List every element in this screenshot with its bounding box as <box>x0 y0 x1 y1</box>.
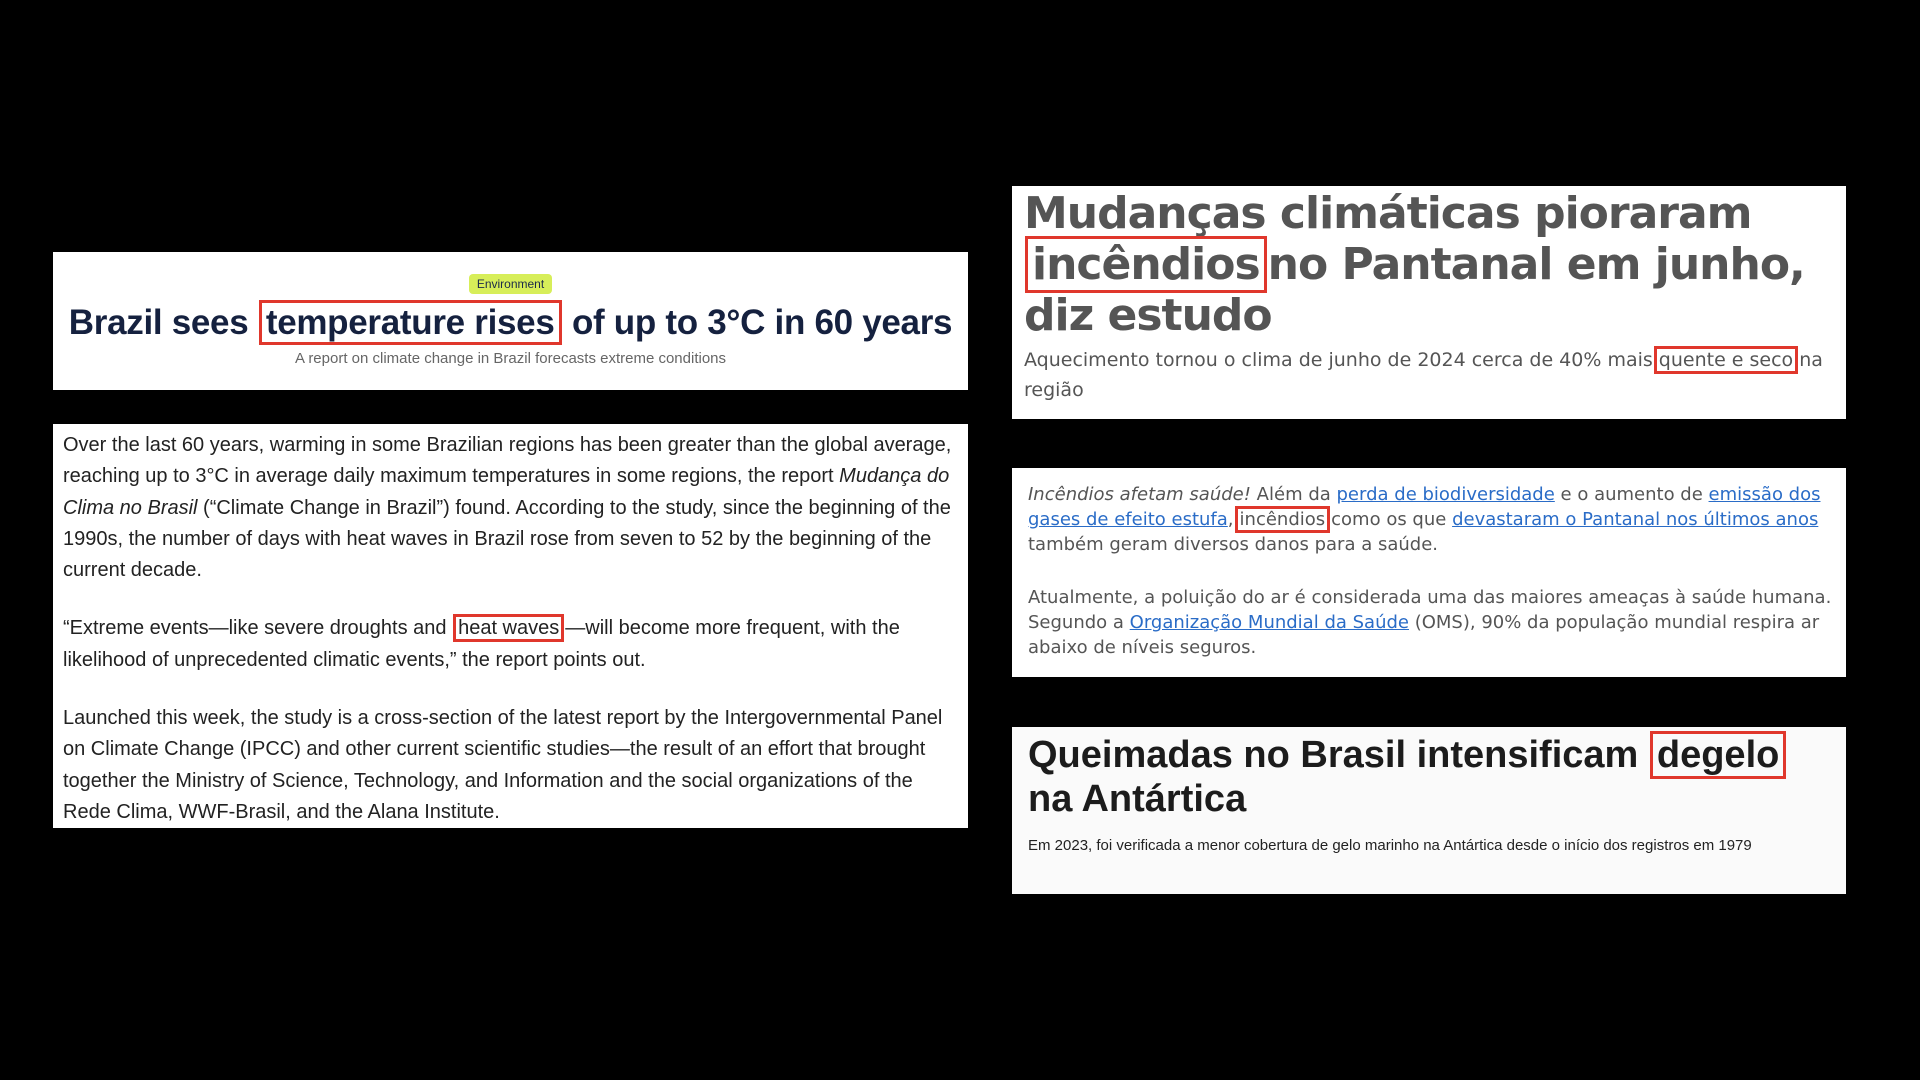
en-article-panel: Over the last 60 years, warming in some … <box>53 424 968 828</box>
paragraph-text: Over the last 60 years, warming in some … <box>63 434 952 488</box>
highlight-heat-waves: heat waves <box>453 614 565 643</box>
paragraph-text: (“Climate Change in Brazil”) found. Acco… <box>63 496 951 582</box>
title-text: Queimadas no Brasil intensificam <box>1028 734 1639 776</box>
subtitle-text: Aquecimento tornou o clima de junho de 2… <box>1024 349 1653 371</box>
en-headline-panel: Environment Brazil sees temperature rise… <box>53 252 968 390</box>
highlight-temperature-rises: temperature rises <box>258 300 562 345</box>
en-headline-subtitle: A report on climate change in Brazil for… <box>294 350 727 367</box>
pt-paragraph-2: Atualmente, a poluição do ar é considera… <box>1028 585 1832 660</box>
en-paragraph-3: Launched this week, the study is a cross… <box>63 707 943 823</box>
paragraph-text: e o aumento de <box>1554 484 1709 505</box>
paragraph-text: como os que <box>1331 509 1453 530</box>
en-paragraph-1: Over the last 60 years, warming in some … <box>63 430 960 586</box>
paragraph-text: Atualmente, a poluição do ar é considera… <box>1028 587 1832 633</box>
link-emissao-gases[interactable]: emissão dos gases de efeito estufa <box>1028 484 1821 530</box>
highlight-incendios: incêndios <box>1025 236 1267 293</box>
title-text: of up to 3°C in 60 years <box>571 303 953 342</box>
pt-antartica-subtitle: Em 2023, foi verificada a menor cobertur… <box>1028 837 1752 854</box>
link-oms[interactable]: Organização Mundial da Saúde <box>1129 612 1409 633</box>
paragraph-text: também geram diversos danos para a saúde… <box>1028 534 1438 555</box>
highlight-degelo: degelo <box>1649 731 1787 779</box>
link-perda-de-biodiversidade[interactable]: perda de biodiversidade <box>1336 484 1555 505</box>
pt-pantanal-panel: Mudanças climáticas pioraram incêndios no … <box>1012 186 1846 419</box>
highlight-incendios-body: incêndios <box>1234 506 1331 533</box>
pt-body-panel: Incêndios afetam saúde! Além da perda de… <box>1012 468 1846 677</box>
report-title-italic: Mudança do Clima no Brasil <box>63 465 950 519</box>
paragraph-text: Além da <box>1250 484 1337 505</box>
paragraph-text: (OMS), 90% da população mundial respira … <box>1028 612 1820 658</box>
paragraph-text: “Extreme events—like severe droughts and <box>63 617 447 640</box>
pt-pantanal-title: Mudanças climáticas pioraram incêndios no … <box>1024 188 1836 341</box>
paragraph-text: —will become more frequent, with the lik… <box>63 617 900 671</box>
title-text: no Pantanal em junho, diz estudo <box>1024 239 1806 341</box>
pt-antartica-title: Queimadas no Brasil intensificam degelo … <box>1028 731 1832 821</box>
lead-italic: Incêndios afetam saúde! <box>1028 484 1251 505</box>
pt-antartica-panel: Queimadas no Brasil intensificam degelo … <box>1012 727 1846 894</box>
subtitle-text: na região <box>1024 349 1823 401</box>
pt-pantanal-subtitle: Aquecimento tornou o clima de junho de 2… <box>1024 345 1836 405</box>
pt-paragraph-1: Incêndios afetam saúde! Além da perda de… <box>1028 482 1832 557</box>
en-paragraph-2: “Extreme events—like severe droughts and… <box>63 613 960 676</box>
title-text: Brazil sees <box>68 303 249 342</box>
title-text: Mudanças climáticas pioraram <box>1024 188 1753 239</box>
paragraph-text: , <box>1227 509 1234 530</box>
title-text: na Antártica <box>1028 778 1247 820</box>
en-headline-title: Brazil sees temperature rises of up to 3… <box>53 300 968 346</box>
highlight-quente-e-seco: quente e seco <box>1653 346 1799 374</box>
link-devastaram-pantanal[interactable]: devastaram o Pantanal nos últimos anos <box>1452 509 1819 530</box>
category-badge[interactable]: Environment <box>468 274 553 294</box>
